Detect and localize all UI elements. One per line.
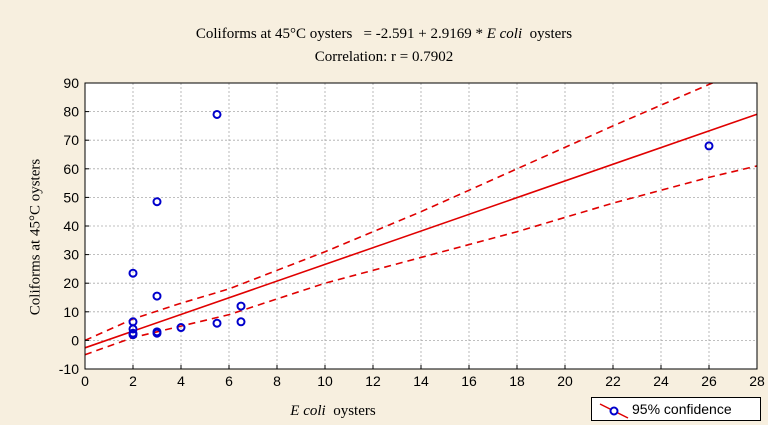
confidence-upper <box>85 83 715 342</box>
y-tick-label: -10 <box>59 361 79 377</box>
x-axis-label: E coli oysters <box>290 403 375 420</box>
y-tick-label: 30 <box>63 247 79 263</box>
title-y-name: Coliforms at 45°C oysters <box>195 26 353 42</box>
data-point <box>152 197 162 207</box>
y-tick-label: 70 <box>63 132 79 148</box>
confidence-lower <box>85 165 757 356</box>
x-tick-label: 10 <box>317 373 333 389</box>
regression-line-group <box>84 113 758 349</box>
legend-label: 95% confidence <box>632 401 732 417</box>
title-x-name: E coli <box>486 26 523 42</box>
data-point <box>152 291 162 301</box>
y-tick-label: 80 <box>63 104 79 120</box>
x-tick-labels: 0 2 4 6 8 10 12 14 16 18 20 22 24 26 28 <box>81 365 765 389</box>
y-tick-labels: -10 0 10 20 30 40 50 60 70 80 90 <box>59 75 89 377</box>
y-axis-label: Coliforms at 45°C oysters <box>27 158 44 316</box>
chart-title: Coliforms at 45°C oysters = -2.591 + 2.9… <box>0 26 768 43</box>
x-tick-label: 8 <box>273 373 281 389</box>
data-point <box>128 330 138 340</box>
y-tick-label: 20 <box>63 275 79 291</box>
x-axis-label-italic: E coli <box>290 403 326 419</box>
legend-swatch-icon <box>599 403 629 419</box>
regression-line <box>84 113 758 349</box>
legend: 95% confidence <box>591 397 761 421</box>
x-tick-label: 12 <box>365 373 381 389</box>
title-x-suffix: oysters <box>529 26 573 42</box>
y-tick-label: 90 <box>63 75 79 91</box>
x-tick-label: 18 <box>509 373 525 389</box>
x-tick-label: 4 <box>177 373 185 389</box>
data-point <box>152 328 162 338</box>
y-tick-label: 40 <box>63 218 79 234</box>
y-tick-label: 50 <box>63 189 79 205</box>
x-tick-label: 6 <box>225 373 233 389</box>
data-points <box>128 109 714 340</box>
title-equation: = -2.591 + 2.9169 * <box>363 26 483 42</box>
x-tick-label: 20 <box>557 373 573 389</box>
data-point <box>212 318 222 328</box>
x-tick-label: 0 <box>81 373 89 389</box>
y-tick-label: 10 <box>63 304 79 320</box>
x-tick-label: 24 <box>653 373 669 389</box>
y-tick-label: 0 <box>71 332 79 348</box>
data-point <box>704 141 714 151</box>
data-point <box>212 109 222 119</box>
data-point <box>128 324 138 334</box>
x-tick-label: 16 <box>461 373 477 389</box>
data-point <box>236 317 246 327</box>
x-tick-label: 14 <box>413 373 429 389</box>
plot-frame <box>84 82 758 370</box>
data-point <box>128 268 138 278</box>
x-axis-label-suffix: oysters <box>333 403 376 419</box>
chart-subtitle: Correlation: r = 0.7902 <box>314 49 454 65</box>
y-tick-label: 60 <box>63 161 79 177</box>
x-tick-label: 22 <box>605 373 621 389</box>
data-point <box>236 301 246 311</box>
confidence-bands <box>85 83 757 356</box>
data-point <box>176 323 186 333</box>
x-tick-label: 28 <box>749 373 765 389</box>
x-tick-label: 2 <box>129 373 137 389</box>
x-tick-label: 26 <box>701 373 717 389</box>
